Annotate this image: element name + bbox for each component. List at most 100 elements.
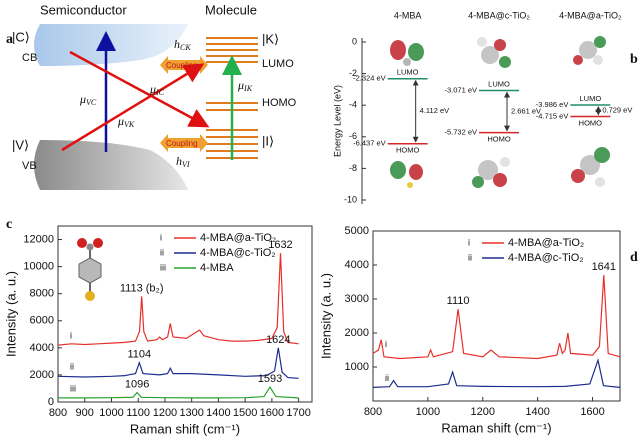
band-label: CB [22, 52, 37, 64]
y-tick-label: -10 [344, 194, 357, 204]
x-tick-label: 1000 [99, 407, 123, 419]
coupling-label: Coupling [166, 139, 198, 148]
level-value: -6.437 eV [353, 139, 386, 148]
y-tick-label: -6 [349, 131, 357, 141]
coupling-symbol: hCK [174, 37, 191, 52]
state-label: |I⟩ [262, 133, 274, 148]
state-label: |C⟩ [12, 29, 30, 44]
level-value: -3.071 eV [444, 86, 477, 95]
y-tick-label: -8 [349, 163, 357, 173]
level-label: LUMO [262, 58, 294, 70]
level-value: -5.732 eV [444, 128, 477, 137]
coupling-arrow [160, 134, 208, 152]
header: Molecule [205, 2, 257, 17]
y-tick-label: 4000 [30, 342, 54, 354]
subscript: IK [243, 84, 253, 93]
dipole-label: μIK [237, 78, 253, 93]
dipole-label: μIC [149, 82, 165, 97]
gap-label: 4.112 eV [420, 106, 449, 115]
dipole-label: μVK [117, 114, 135, 129]
peak-label: 1641 [592, 261, 616, 273]
y-tick-label: 10000 [23, 261, 54, 273]
level-name: HOMO [396, 146, 419, 155]
x-tick-label: 1700 [286, 407, 310, 419]
y-axis-label: Intensity (a. u.) [318, 273, 333, 359]
x-tick-label: 1500 [233, 407, 257, 419]
level-name: HOMO [579, 118, 602, 127]
spectrum-line [372, 357, 621, 388]
level-name: LUMO [397, 68, 419, 77]
symbol: μ [117, 114, 124, 128]
level-name: LUMO [579, 94, 601, 103]
transition-arrow [61, 63, 205, 152]
y-axis-label: Energy Level (eV) [332, 85, 342, 157]
spectrum-line [57, 253, 299, 346]
panel-label: a [6, 32, 13, 47]
orbital-sketches [390, 36, 610, 188]
x-tick-label: 1600 [580, 406, 604, 418]
dipole-label: μVC [79, 92, 97, 107]
panel-label: c [6, 217, 12, 232]
plot-frame [372, 230, 621, 402]
x-tick-label: 1200 [471, 406, 495, 418]
valence-band [34, 140, 188, 190]
y-tick-label: 2000 [345, 327, 369, 339]
peak-label: 1593 [258, 373, 282, 385]
symbol: h [174, 37, 180, 51]
level-value: -2.324 eV [353, 74, 386, 83]
subscript: IC [155, 88, 165, 97]
column-title: 4-MBA [394, 10, 422, 20]
level-name: LUMO [488, 80, 510, 89]
molecule-inset [77, 238, 103, 301]
spectrum-line [58, 385, 299, 399]
coupling-symbol: hVI [176, 154, 190, 169]
legend-tag: i [160, 232, 162, 242]
y-axis-label: Intensity (a. u.) [3, 271, 18, 357]
subscript: VC [86, 98, 97, 107]
legend-label: 4-MBA@a-TiO₂ [200, 232, 276, 244]
series-tag: i [70, 331, 72, 341]
spectrum-line [57, 347, 299, 379]
y-tick-label: -4 [349, 100, 357, 110]
x-tick-label: 1000 [416, 406, 440, 418]
peak-label: 1632 [268, 239, 292, 251]
panel-label: d [630, 250, 638, 265]
y-tick-label: 4000 [345, 259, 369, 271]
gap-label: 0.729 eV [602, 106, 632, 115]
state-label: |K⟩ [262, 31, 279, 46]
legend-label: 4-MBA [200, 262, 234, 274]
level-name: HOMO [487, 135, 510, 144]
x-axis-label: Raman shift (cm⁻¹) [441, 420, 551, 435]
y-tick-label: -2 [349, 68, 357, 78]
symbol: μ [79, 92, 86, 106]
header: Semiconductor [40, 2, 127, 17]
y-tick-label: 12000 [23, 233, 54, 245]
subscript: CK [180, 43, 191, 52]
legend-tag: i [468, 237, 470, 247]
y-tick-label: 5000 [345, 225, 369, 237]
series-tag: ii [70, 362, 74, 372]
legend-label: 4-MBA@c-TiO₂ [508, 252, 584, 264]
panel-label: b [630, 52, 638, 67]
y-tick-label: 1000 [345, 361, 369, 373]
symbol: μ [149, 82, 156, 96]
x-tick-label: 1400 [206, 407, 230, 419]
y-tick-label: 0 [48, 396, 54, 408]
x-tick-label: 1200 [153, 407, 177, 419]
coupling-label: Coupling [166, 61, 198, 70]
y-tick-label: 8000 [30, 288, 54, 300]
x-tick-label: 1100 [126, 407, 150, 419]
legend-tag: ii [468, 252, 472, 262]
gap-label: 2.661 eV [511, 107, 541, 116]
symbol: h [176, 154, 182, 168]
peak-label: 1096 [125, 378, 149, 390]
peak-label: 1104 [127, 349, 151, 361]
legend-label: 4-MBA@c-TiO₂ [200, 247, 276, 259]
legend-tag: ii [160, 247, 164, 257]
subscript: VI [182, 160, 190, 169]
column-title: 4-MBA@a-TiO₂ [559, 10, 622, 20]
column-title: 4-MBA@c-TiO₂ [468, 10, 530, 20]
peak-label: 1624 [266, 334, 290, 346]
y-tick-label: 6000 [30, 315, 54, 327]
